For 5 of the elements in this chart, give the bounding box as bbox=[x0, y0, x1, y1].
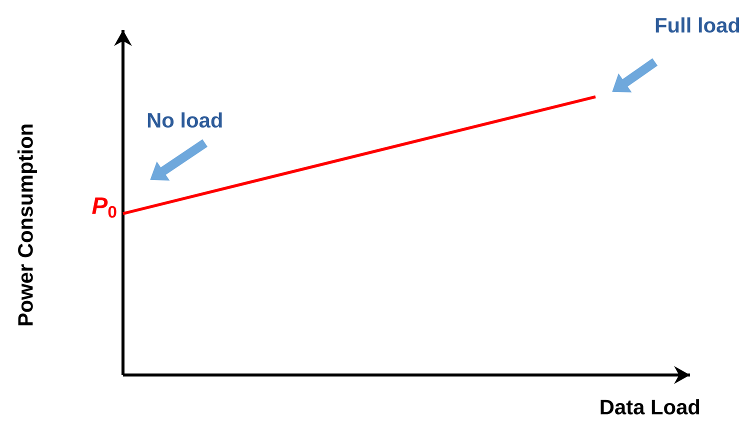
annotation: No load bbox=[148, 112, 222, 128]
y-axis-title: Power Consumption bbox=[18, 124, 38, 326]
x-axis-title: Data Load bbox=[600, 399, 700, 414]
text: Full load bbox=[656, 17, 740, 33]
text: P$_{0}$ bbox=[92, 197, 116, 218]
